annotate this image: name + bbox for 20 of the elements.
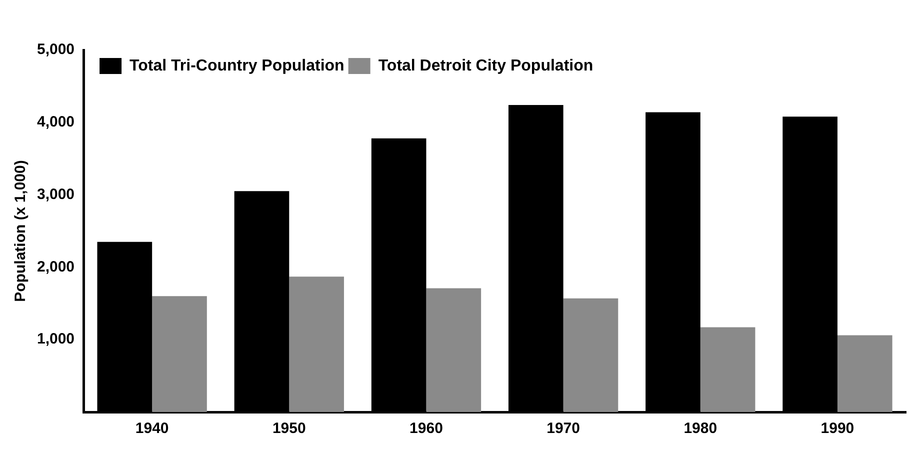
bar bbox=[700, 327, 756, 412]
y-tick-label: 3,000 bbox=[36, 186, 75, 203]
x-tick-label: 1990 bbox=[820, 420, 854, 438]
legend-label: Total Tri-Country Population bbox=[130, 57, 344, 74]
bar bbox=[837, 335, 892, 412]
bar bbox=[289, 276, 344, 412]
bar bbox=[152, 296, 207, 412]
x-tick-label: 1960 bbox=[410, 420, 443, 438]
y-tick-label: 1,000 bbox=[36, 330, 75, 348]
x-tick-label: 1950 bbox=[272, 420, 306, 438]
legend-label: Total Detroit City Population bbox=[378, 57, 594, 74]
x-tick-label: 1940 bbox=[135, 420, 169, 438]
y-tick-label: 5,000 bbox=[36, 41, 75, 58]
x-tick-label: 1970 bbox=[546, 420, 580, 438]
y-tick-label: 2,000 bbox=[36, 258, 75, 276]
y-axis-title: Population (x 1,000) bbox=[12, 160, 30, 302]
bar bbox=[563, 298, 618, 412]
x-tick-label: 1980 bbox=[684, 420, 718, 438]
bar bbox=[426, 288, 482, 412]
y-tick-label: 4,000 bbox=[36, 114, 75, 131]
